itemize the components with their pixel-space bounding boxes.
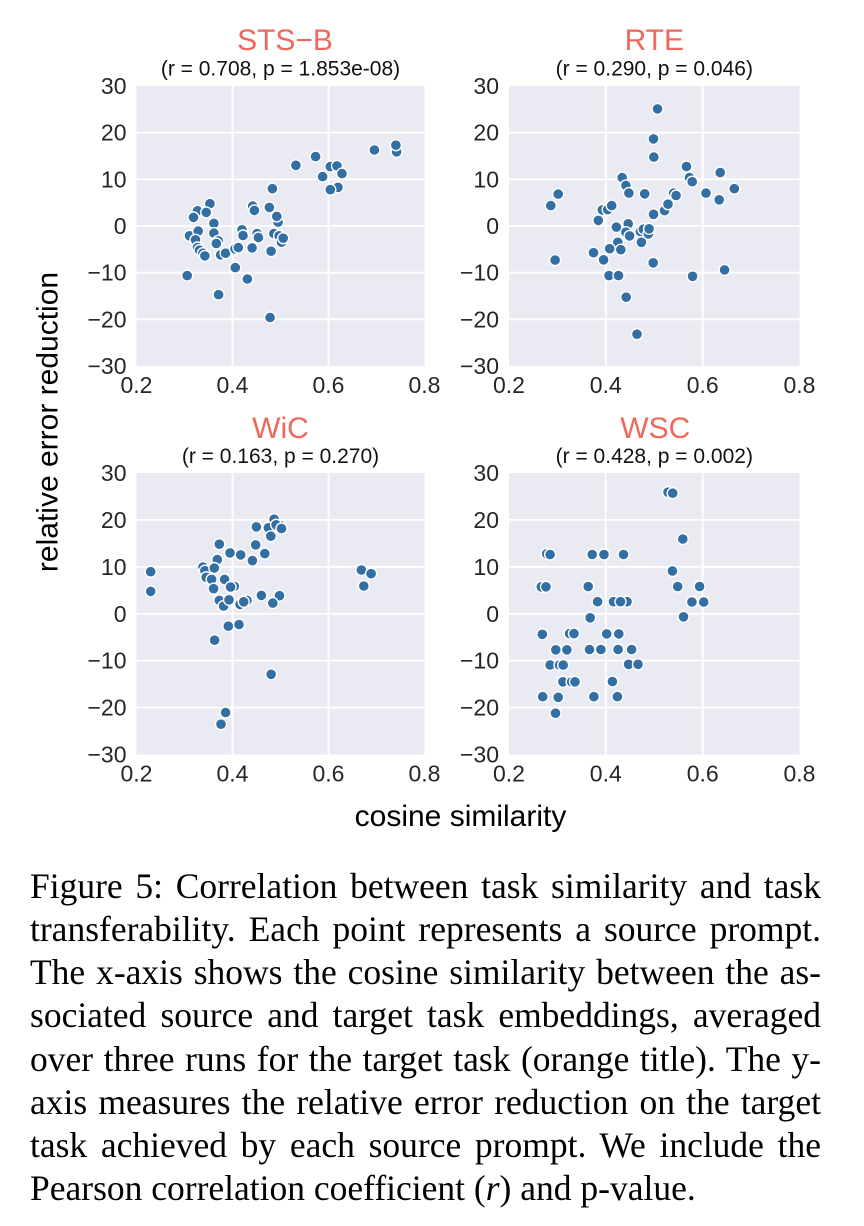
svg-text:−30: −30 <box>87 742 126 768</box>
svg-text:−10: −10 <box>460 260 499 286</box>
svg-text:−20: −20 <box>87 306 126 332</box>
svg-text:(r = 0.708, p = 1.853e-08): (r = 0.708, p = 1.853e-08) <box>161 58 400 81</box>
svg-text:0.8: 0.8 <box>409 761 441 787</box>
svg-text:0.4: 0.4 <box>217 372 249 398</box>
svg-text:0.6: 0.6 <box>687 761 719 787</box>
svg-text:10: 10 <box>473 166 499 192</box>
svg-text:−10: −10 <box>87 260 126 286</box>
svg-text:30: 30 <box>101 460 127 486</box>
svg-text:20: 20 <box>101 120 127 146</box>
svg-text:0.2: 0.2 <box>493 372 525 398</box>
svg-text:−30: −30 <box>460 742 499 768</box>
svg-text:20: 20 <box>473 120 499 146</box>
svg-text:0.2: 0.2 <box>121 372 153 398</box>
svg-text:20: 20 <box>473 507 499 533</box>
svg-text:10: 10 <box>101 554 127 580</box>
svg-text:0.8: 0.8 <box>784 372 816 398</box>
svg-text:0.4: 0.4 <box>590 761 622 787</box>
svg-text:−20: −20 <box>460 695 499 721</box>
svg-text:0.8: 0.8 <box>784 761 816 787</box>
svg-text:0.6: 0.6 <box>313 372 345 398</box>
svg-text:relative error reduction: relative error reduction <box>32 272 65 572</box>
svg-text:−30: −30 <box>460 353 499 379</box>
svg-text:−20: −20 <box>460 306 499 332</box>
svg-text:0.6: 0.6 <box>313 761 345 787</box>
svg-text:WiC: WiC <box>252 412 309 445</box>
svg-text:20: 20 <box>101 507 127 533</box>
svg-text:30: 30 <box>473 73 499 99</box>
svg-text:−10: −10 <box>87 648 126 674</box>
svg-text:RTE: RTE <box>625 24 684 57</box>
svg-text:0: 0 <box>114 213 127 239</box>
svg-text:WSC: WSC <box>620 412 690 445</box>
svg-text:10: 10 <box>101 166 127 192</box>
svg-text:cosine similarity: cosine similarity <box>355 800 567 833</box>
svg-text:STS−B: STS−B <box>237 24 333 57</box>
svg-text:−20: −20 <box>87 695 126 721</box>
svg-text:0.4: 0.4 <box>590 372 622 398</box>
svg-text:−10: −10 <box>460 648 499 674</box>
svg-text:10: 10 <box>473 554 499 580</box>
svg-text:0: 0 <box>486 213 499 239</box>
svg-text:30: 30 <box>101 73 127 99</box>
svg-text:(r = 0.428, p = 0.002): (r = 0.428, p = 0.002) <box>556 445 753 468</box>
svg-text:0.6: 0.6 <box>687 372 719 398</box>
svg-text:0: 0 <box>486 601 499 627</box>
svg-text:0.2: 0.2 <box>121 761 153 787</box>
svg-text:0.4: 0.4 <box>217 761 249 787</box>
svg-text:−30: −30 <box>87 353 126 379</box>
svg-text:0: 0 <box>114 601 127 627</box>
svg-text:(r = 0.290, p = 0.046): (r = 0.290, p = 0.046) <box>556 58 753 81</box>
svg-text:30: 30 <box>473 460 499 486</box>
svg-text:0.8: 0.8 <box>409 372 441 398</box>
svg-text:0.2: 0.2 <box>493 761 525 787</box>
svg-text:(r = 0.163, p = 0.270): (r = 0.163, p = 0.270) <box>182 445 379 468</box>
